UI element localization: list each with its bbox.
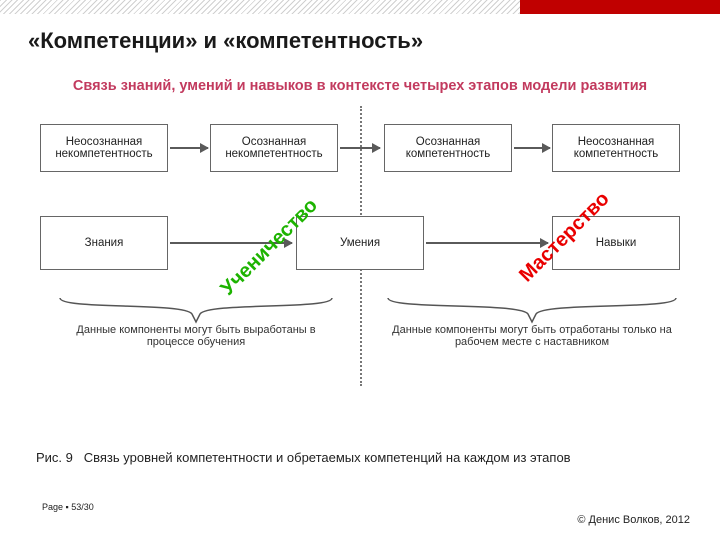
header-red-bar <box>520 0 720 14</box>
stage-box-0: Неосознанная некомпетентность <box>40 124 168 172</box>
component-box-0: Знания <box>40 216 168 270</box>
brace-left-brace <box>56 296 336 326</box>
brace-left-text: Данные компоненты могут быть выработаны … <box>56 324 336 348</box>
brace-right-text: Данные компоненты могут быть отработаны … <box>384 324 680 348</box>
page-value: 53/30 <box>71 502 94 512</box>
page-prefix: Page ▪ <box>42 502 71 512</box>
stage-box-1: Осознанная некомпетентность <box>210 124 338 172</box>
stage-arrow-2 <box>514 147 550 149</box>
brace-right-brace <box>384 296 680 326</box>
slide-title: «Компетенции» и «компетентность» <box>28 28 423 54</box>
figure-label: Рис. 9 <box>36 450 73 465</box>
component-arrow-1 <box>426 242 548 244</box>
figure-caption: Рис. 9 Связь уровней компетентности и об… <box>36 450 571 465</box>
competence-diagram: Неосознанная некомпетентность Осознанная … <box>36 106 684 406</box>
diagram-subtitle: Связь знаний, умений и навыков в контекс… <box>40 78 680 94</box>
copyright: © Денис Волков, 2012 <box>577 514 690 526</box>
stage-arrow-0 <box>170 147 208 149</box>
page-number: Page ▪ 53/30 <box>42 502 94 512</box>
stage-box-3: Неосознанная компетентность <box>552 124 680 172</box>
figure-text: Связь уровней компетентности и обретаемы… <box>84 450 571 465</box>
stage-arrow-1 <box>340 147 380 149</box>
stage-box-2: Осознанная компетентность <box>384 124 512 172</box>
component-box-1: Умения <box>296 216 424 270</box>
